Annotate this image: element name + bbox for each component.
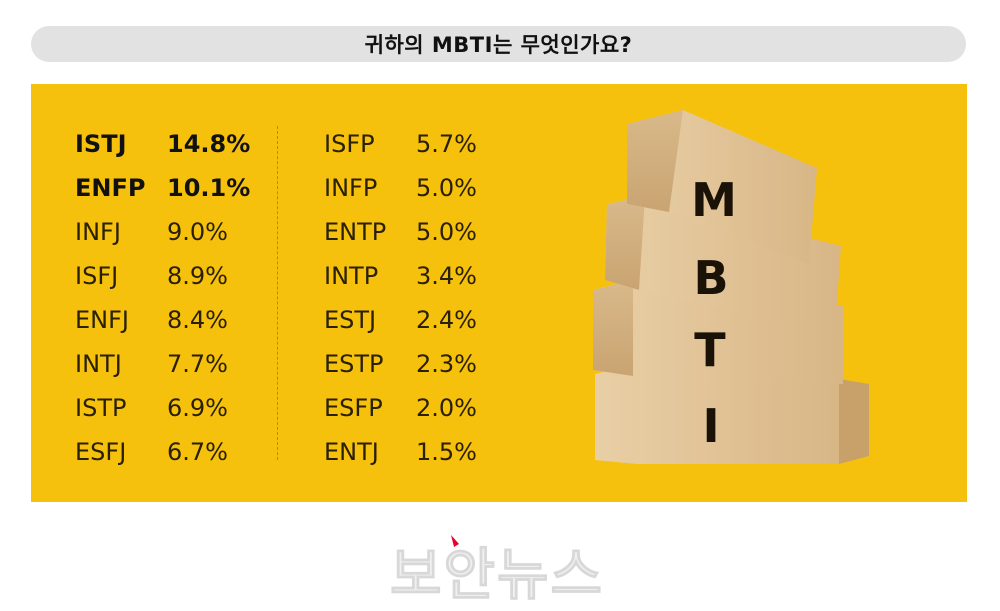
table-row: ESTJ 2.4% bbox=[324, 298, 496, 342]
mbti-type-label: INTP bbox=[324, 262, 379, 290]
table-row: ESFJ 6.7% bbox=[75, 430, 247, 474]
mbti-percentage: 6.7% bbox=[167, 438, 228, 466]
block-2-end bbox=[605, 196, 645, 290]
block-1-end bbox=[627, 110, 683, 212]
mbti-percentage: 7.7% bbox=[167, 350, 228, 378]
mbti-type-label: ESTP bbox=[324, 350, 384, 378]
mbti-type-label: ENTP bbox=[324, 218, 387, 246]
table-row: ISTJ 14.8% bbox=[75, 122, 251, 166]
mbti-type-label: INFP bbox=[324, 174, 378, 202]
chart-title: 귀하의 MBTI는 무엇인가요? bbox=[364, 33, 633, 57]
column-left: ISTJ 14.8% ENFP 10.1% INFJ 9.0% ISFJ 8.9% ENFJ 8.… bbox=[75, 122, 251, 474]
block-letter-i: I bbox=[702, 399, 719, 453]
mbti-percentage: 5.0% bbox=[416, 174, 477, 202]
mbti-type-label: ENFP bbox=[75, 174, 146, 202]
mbti-type-label: ENTJ bbox=[324, 438, 379, 466]
column-right: ISFP 5.7% INFP 5.0% ENTP 5.0% INTP 3.4% ESTJ 2.4%… bbox=[324, 122, 496, 474]
table-row: ISFJ 8.9% bbox=[75, 254, 247, 298]
mbti-wooden-blocks-image: M B T I bbox=[593, 110, 869, 464]
mbti-type-label: INTJ bbox=[75, 350, 122, 378]
table-row: ISTP 6.9% bbox=[75, 386, 247, 430]
mbti-type-label: ISFJ bbox=[75, 262, 119, 290]
table-row: ENTJ 1.5% bbox=[324, 430, 496, 474]
mbti-percentage: 8.9% bbox=[167, 262, 228, 290]
table-row: ENFJ 8.4% bbox=[75, 298, 247, 342]
column-divider bbox=[277, 126, 278, 460]
title-bar: 귀하의 MBTI는 무엇인가요? bbox=[31, 26, 966, 62]
mbti-type-label: ESFJ bbox=[75, 438, 127, 466]
mbti-percentage: 2.4% bbox=[416, 306, 477, 334]
mbti-type-label: ISTP bbox=[75, 394, 127, 422]
mbti-type-label: ISTJ bbox=[75, 130, 127, 158]
block-2 bbox=[605, 196, 841, 332]
table-row: ESTP 2.3% bbox=[324, 342, 496, 386]
table-row: ENTP 5.0% bbox=[324, 210, 496, 254]
mbti-percentage: 8.4% bbox=[167, 306, 228, 334]
block-4 bbox=[595, 364, 839, 464]
mbti-percentage: 10.1% bbox=[167, 174, 251, 202]
mbti-type-label: ENFJ bbox=[75, 306, 129, 334]
block-4-side bbox=[839, 379, 869, 464]
table-row: ISFP 5.7% bbox=[324, 122, 496, 166]
mbti-percentage: 2.3% bbox=[416, 350, 477, 378]
block-letter-b: B bbox=[693, 251, 728, 305]
mbti-type-label: INFJ bbox=[75, 218, 121, 246]
mbti-percentage: 9.0% bbox=[167, 218, 228, 246]
mbti-percentage: 3.4% bbox=[416, 262, 477, 290]
mbti-percentage: 5.0% bbox=[416, 218, 477, 246]
table-row: ENFP 10.1% bbox=[75, 166, 251, 210]
table-row: INFJ 9.0% bbox=[75, 210, 247, 254]
mbti-percentage: 5.7% bbox=[416, 130, 477, 158]
logo-text: 보안뉴스 bbox=[389, 543, 605, 609]
mbti-type-label: ESFP bbox=[324, 394, 383, 422]
table-row: INFP 5.0% bbox=[324, 166, 496, 210]
mbti-type-label: ESTJ bbox=[324, 306, 377, 334]
block-3-end bbox=[593, 280, 633, 376]
mbti-percentage: 14.8% bbox=[167, 130, 251, 158]
boannews-logo: 보안뉴스 bbox=[389, 530, 620, 609]
chart-panel: ISTJ 14.8% ENFP 10.1% INFJ 9.0% ISFJ 8.9% ENFJ 8.… bbox=[31, 84, 967, 502]
table-row: ESFP 2.0% bbox=[324, 386, 496, 430]
mbti-percentage: 1.5% bbox=[416, 438, 477, 466]
mbti-percentage: 2.0% bbox=[416, 394, 477, 422]
block-letter-m: M bbox=[691, 173, 737, 227]
logo-accent-icon bbox=[451, 535, 459, 547]
mbti-type-label: ISFP bbox=[324, 130, 375, 158]
table-row: INTP 3.4% bbox=[324, 254, 496, 298]
mbti-percentage: 6.9% bbox=[167, 394, 228, 422]
table-row: INTJ 7.7% bbox=[75, 342, 247, 386]
block-letter-t: T bbox=[694, 323, 726, 377]
